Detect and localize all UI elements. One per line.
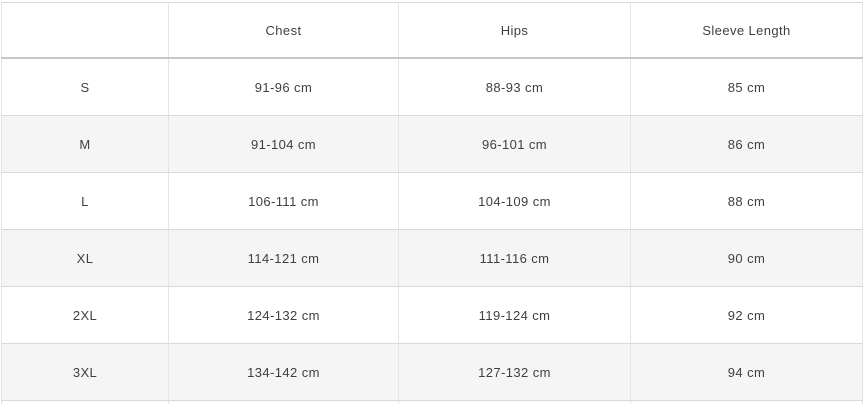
size-label: S <box>1 58 169 116</box>
chest-value: 134-142 cm <box>168 343 399 401</box>
header-cell-chest: Chest <box>168 2 399 59</box>
table-header-row: Chest Hips Sleeve Length <box>1 2 863 59</box>
table-row-2xl: 2XL 124-132 cm 119-124 cm 92 cm <box>1 286 863 344</box>
sleeve-length-value: 90 cm <box>630 229 863 287</box>
chest-value <box>168 400 399 404</box>
size-label: L <box>1 172 169 230</box>
table-row-s: S 91-96 cm 88-93 cm 85 cm <box>1 58 863 116</box>
sleeve-length-value: 85 cm <box>630 58 863 116</box>
hips-value: 127-132 cm <box>398 343 631 401</box>
size-label: 2XL <box>1 286 169 344</box>
table-row-m: M 91-104 cm 96-101 cm 86 cm <box>1 115 863 173</box>
sleeve-length-value: 92 cm <box>630 286 863 344</box>
hips-value <box>398 400 631 404</box>
table-row-3xl: 3XL 134-142 cm 127-132 cm 94 cm <box>1 343 863 401</box>
sleeve-length-value: 94 cm <box>630 343 863 401</box>
hips-value: 111-116 cm <box>398 229 631 287</box>
chest-value: 106-111 cm <box>168 172 399 230</box>
table-row-l: L 106-111 cm 104-109 cm 88 cm <box>1 172 863 230</box>
chest-value: 114-121 cm <box>168 229 399 287</box>
chest-value: 124-132 cm <box>168 286 399 344</box>
hips-value: 119-124 cm <box>398 286 631 344</box>
sleeve-length-value: 86 cm <box>630 115 863 173</box>
table-row-xl: XL 114-121 cm 111-116 cm 90 cm <box>1 229 863 287</box>
chest-value: 91-96 cm <box>168 58 399 116</box>
sleeve-length-value: 88 cm <box>630 172 863 230</box>
size-label: 3XL <box>1 343 169 401</box>
sleeve-length-value <box>630 400 863 404</box>
size-label <box>1 400 169 404</box>
header-cell-hips: Hips <box>398 2 631 59</box>
size-label: XL <box>1 229 169 287</box>
size-label: M <box>1 115 169 173</box>
header-cell-sleeve-length: Sleeve Length <box>630 2 863 59</box>
header-cell-size <box>1 2 169 59</box>
hips-value: 104-109 cm <box>398 172 631 230</box>
hips-value: 88-93 cm <box>398 58 631 116</box>
chest-value: 91-104 cm <box>168 115 399 173</box>
hips-value: 96-101 cm <box>398 115 631 173</box>
table-row-partial <box>1 400 863 404</box>
